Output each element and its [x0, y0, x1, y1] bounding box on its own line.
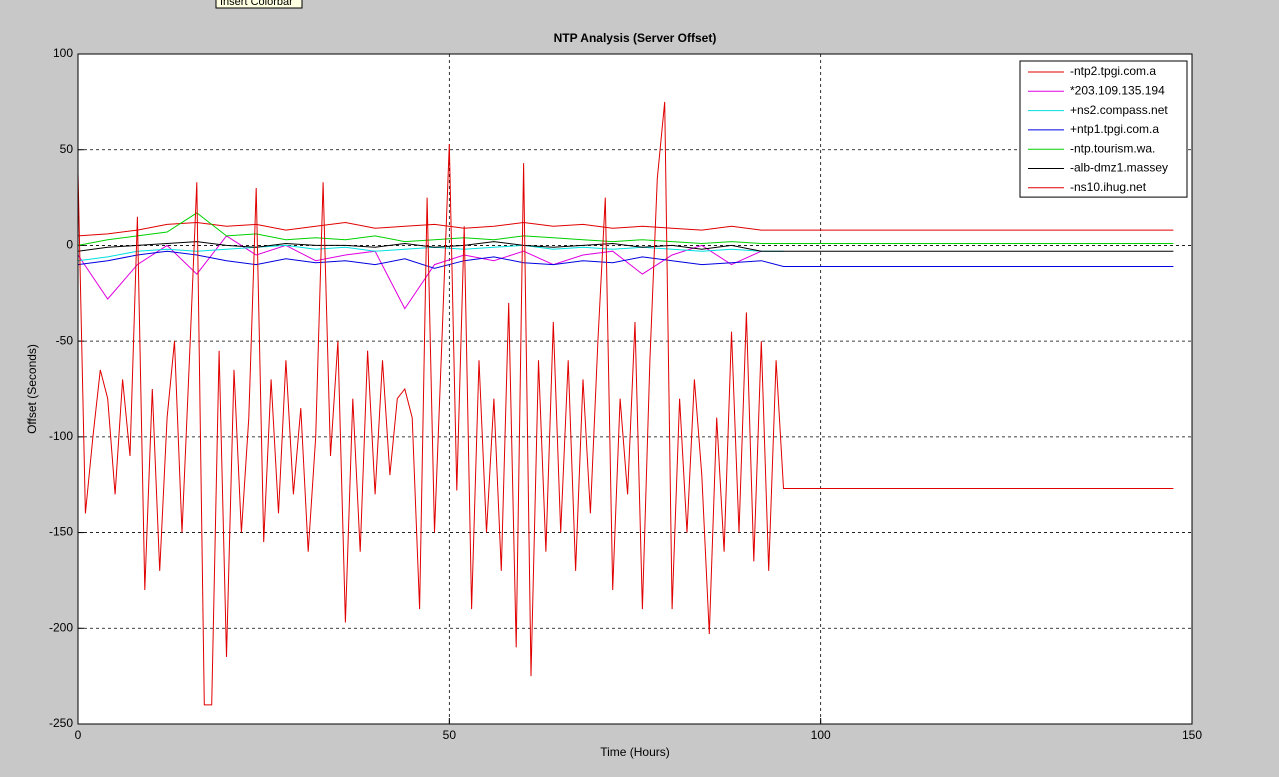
series-line — [77, 101, 1174, 706]
y-tick-label: -150 — [49, 525, 73, 539]
series-line — [77, 212, 1174, 246]
legend-label: *203.109.135.194 — [1070, 83, 1165, 97]
tooltip-text: Insert Colorbar — [220, 0, 293, 8]
legend-box — [1019, 60, 1188, 198]
series-line — [77, 250, 1174, 269]
legend-label: -ntp.tourism.wa. — [1070, 141, 1155, 155]
axes-box — [77, 53, 1193, 725]
y-tick-label: -200 — [49, 620, 73, 634]
y-tick-label: -100 — [49, 429, 73, 443]
y-tick-label: 50 — [60, 142, 74, 156]
y-tick-label: -250 — [49, 716, 73, 730]
plot-area — [77, 53, 1193, 725]
y-tick-label: -50 — [56, 333, 74, 347]
series-line — [77, 235, 762, 310]
x-tick-label: 150 — [1182, 728, 1202, 742]
y-tick-label: 0 — [66, 238, 73, 252]
chart-title: NTP Analysis (Server Offset) — [554, 31, 717, 45]
legend-label: +ns2.compass.net — [1070, 103, 1168, 117]
x-axis-label: Time (Hours) — [600, 745, 670, 759]
x-tick-label: 100 — [811, 728, 831, 742]
series-line — [77, 221, 1174, 237]
legend-label: -ntp2.tpgi.com.a — [1070, 64, 1156, 78]
y-axis-label: Offset (Seconds) — [25, 344, 39, 434]
tooltip-box — [215, 0, 303, 9]
x-tick-label: 0 — [75, 728, 82, 742]
legend-label: -alb-dmz1.massey — [1070, 161, 1168, 175]
legend-label: +ntp1.tpgi.com.a — [1070, 122, 1159, 136]
y-tick-label: 100 — [53, 46, 73, 60]
series-line — [77, 241, 1174, 252]
x-tick-label: 50 — [443, 728, 457, 742]
legend-label: -ns10.ihug.net — [1070, 180, 1147, 194]
